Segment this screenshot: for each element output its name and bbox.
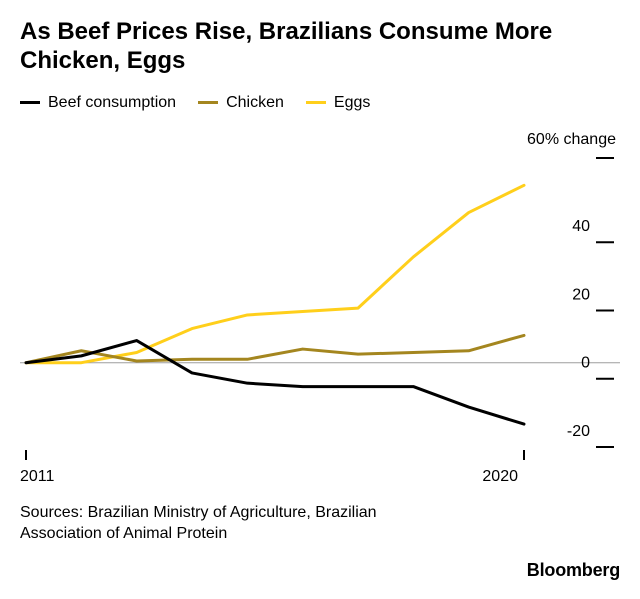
x-axis-start-label: 2011: [20, 468, 54, 486]
chart-plot-area: 60% change 40 20 0 -20: [20, 122, 620, 462]
brand-logo: Bloomberg: [527, 560, 620, 581]
sources-caption: Sources: Brazilian Ministry of Agricultu…: [20, 502, 440, 545]
legend-label-eggs: Eggs: [334, 94, 370, 112]
x-axis-labels: 2011 2020: [20, 468, 518, 486]
svg-text:0: 0: [581, 354, 590, 371]
legend-item-chicken: Chicken: [198, 94, 284, 112]
svg-text:-20: -20: [567, 423, 590, 440]
legend-swatch-chicken: [198, 101, 218, 104]
legend-swatch-beef: [20, 101, 40, 104]
chart-title: As Beef Prices Rise, Brazilians Consume …: [20, 18, 620, 76]
legend: Beef consumption Chicken Eggs: [20, 94, 620, 112]
legend-label-beef: Beef consumption: [48, 94, 176, 112]
svg-text:20: 20: [572, 286, 590, 303]
x-axis-end-label: 2020: [482, 468, 518, 486]
legend-item-eggs: Eggs: [306, 94, 370, 112]
svg-text:40: 40: [572, 218, 590, 235]
svg-text:60% change: 60% change: [527, 131, 616, 148]
legend-item-beef: Beef consumption: [20, 94, 176, 112]
series-line-eggs: [26, 185, 524, 362]
legend-label-chicken: Chicken: [226, 94, 284, 112]
legend-swatch-eggs: [306, 101, 326, 104]
line-chart: 60% change 40 20 0 -20: [20, 122, 620, 462]
